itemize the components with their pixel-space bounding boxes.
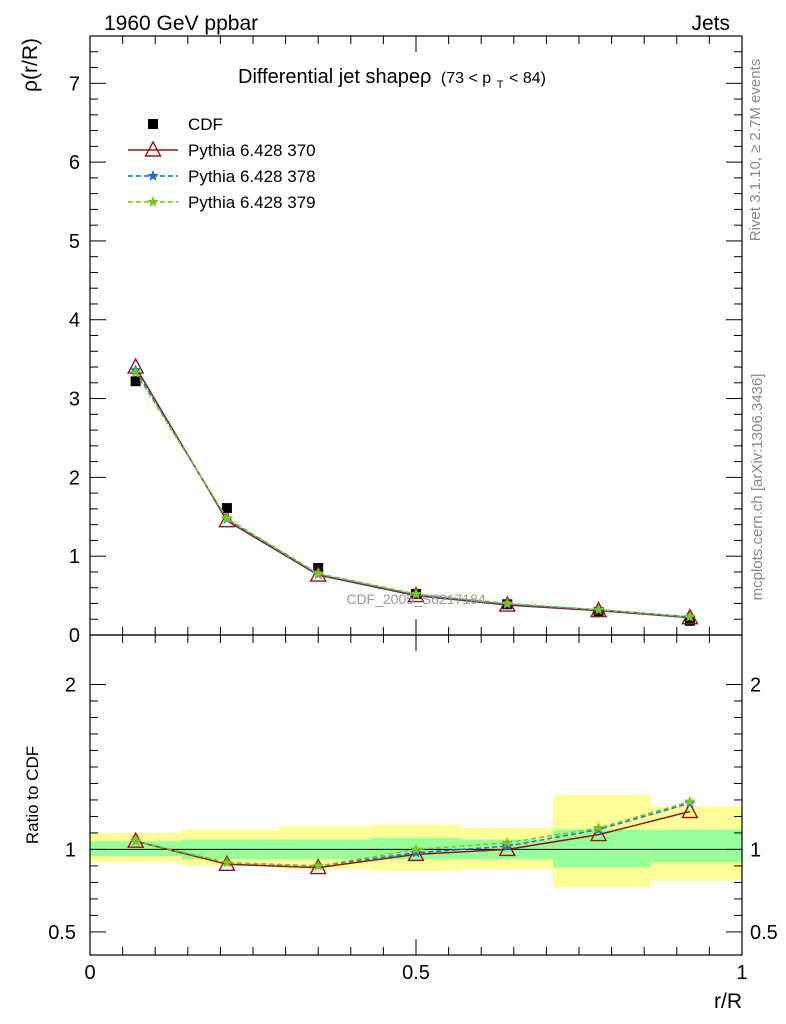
ratio-panel: 0.5 0.51 12 20 0.5 1 bbox=[48, 634, 778, 984]
legend-label: Pythia 6.428 379 bbox=[188, 193, 316, 212]
mcplots-label: mcplots.cern.ch [arXiv:1306.3436] bbox=[749, 374, 766, 601]
data-point bbox=[129, 366, 142, 378]
ratio-data-point bbox=[681, 802, 699, 819]
legend-marker bbox=[148, 119, 158, 129]
data-point bbox=[410, 588, 422, 599]
process-label: Jets bbox=[691, 12, 730, 35]
data-point bbox=[130, 376, 141, 387]
data-point bbox=[592, 603, 605, 615]
y-tick-label: 1 bbox=[69, 546, 80, 568]
x-tick-label: 0 bbox=[84, 962, 95, 984]
data-point bbox=[221, 503, 232, 514]
main-y-axis-label: ρ(r/R) bbox=[19, 38, 42, 92]
data-point bbox=[218, 511, 236, 528]
ratio-y-axis-label: Ratio to CDF bbox=[23, 746, 42, 844]
ratio-data-point bbox=[589, 825, 608, 842]
y-tick-label: 7 bbox=[69, 73, 80, 95]
ratio-y-tick-label-right: 1 bbox=[750, 839, 761, 861]
data-point bbox=[501, 597, 513, 609]
data-point bbox=[684, 615, 695, 626]
x-axis-label: r/R bbox=[714, 990, 742, 1013]
main-panel: 0 1 2 3 4 5 6 7 CDF Pythia 6.428 370 Pythia 6.428 … bbox=[69, 35, 743, 647]
series-line bbox=[135, 372, 690, 618]
main-series bbox=[126, 357, 699, 625]
ratio-series bbox=[129, 795, 696, 871]
ratio-data-point bbox=[501, 836, 513, 848]
y-tick-label: 6 bbox=[69, 152, 80, 174]
ratio-data-point bbox=[410, 846, 422, 858]
ratio-data-point bbox=[312, 859, 324, 871]
y-tick-label: 3 bbox=[69, 389, 80, 411]
ratio-y-tick-label-right: 2 bbox=[750, 674, 761, 696]
data-point bbox=[312, 567, 324, 579]
legend-label: Pythia 6.428 370 bbox=[188, 141, 316, 160]
legend-marker bbox=[147, 196, 159, 207]
title-main: Differential jet shapeρ bbox=[238, 66, 431, 88]
ratio-data-point bbox=[309, 858, 327, 875]
ratio-data-point bbox=[407, 844, 425, 862]
analysis-watermark: CDF_2005_S6217184 bbox=[346, 591, 486, 607]
y-tick-label: 2 bbox=[69, 467, 80, 489]
title-cut-subscript: T bbox=[497, 79, 504, 91]
y-tick-label: 0 bbox=[69, 625, 80, 647]
legend-marker bbox=[147, 170, 159, 181]
ratio-y-tick-label: 2 bbox=[65, 674, 76, 696]
chart-title: Differential jet shapeρ (73 < p T < 84) bbox=[238, 66, 546, 93]
title-cut: (73 < p bbox=[441, 70, 491, 87]
ratio-data-point bbox=[592, 822, 605, 833]
energy-label: 1960 GeV ppbar bbox=[104, 12, 258, 35]
y-tick-label: 5 bbox=[69, 231, 80, 253]
main-series bbox=[129, 366, 696, 622]
y-tick-label: 4 bbox=[69, 310, 80, 332]
legend: CDF Pythia 6.428 370 Pythia 6.428 378 Pythi… bbox=[128, 115, 316, 212]
data-point bbox=[221, 512, 233, 524]
ratio-data-point bbox=[221, 856, 233, 868]
ratio-data-point bbox=[129, 835, 142, 846]
legend-label: CDF bbox=[188, 115, 223, 134]
legend-marker bbox=[144, 140, 162, 157]
main-series bbox=[129, 364, 696, 622]
series-line bbox=[134, 366, 690, 619]
ratio-y-tick-label: 1 bbox=[65, 839, 76, 861]
data-point bbox=[684, 610, 696, 622]
title-cut-end: < 84) bbox=[509, 70, 546, 87]
x-tick-label: 1 bbox=[736, 962, 747, 984]
ratio-data-point bbox=[498, 839, 516, 857]
uncertainty-band-inner bbox=[650, 829, 742, 863]
x-tick-label: 0.5 bbox=[402, 962, 430, 984]
ratio-y-tick-label-right: 0.5 bbox=[750, 922, 778, 944]
ratio-y-tick-label: 0.5 bbox=[48, 922, 76, 944]
ratio-data-point bbox=[501, 840, 513, 851]
rivet-version-label: Rivet 3.1.10, ≥ 2.7M events bbox=[747, 59, 764, 242]
ratio-data-point bbox=[684, 795, 696, 807]
uncertainty-band-inner bbox=[90, 841, 182, 857]
uncertainty-band-inner bbox=[552, 829, 651, 868]
series-line bbox=[135, 369, 690, 618]
ratio-data-point bbox=[410, 843, 422, 855]
legend-label: Pythia 6.428 378 bbox=[188, 167, 316, 186]
